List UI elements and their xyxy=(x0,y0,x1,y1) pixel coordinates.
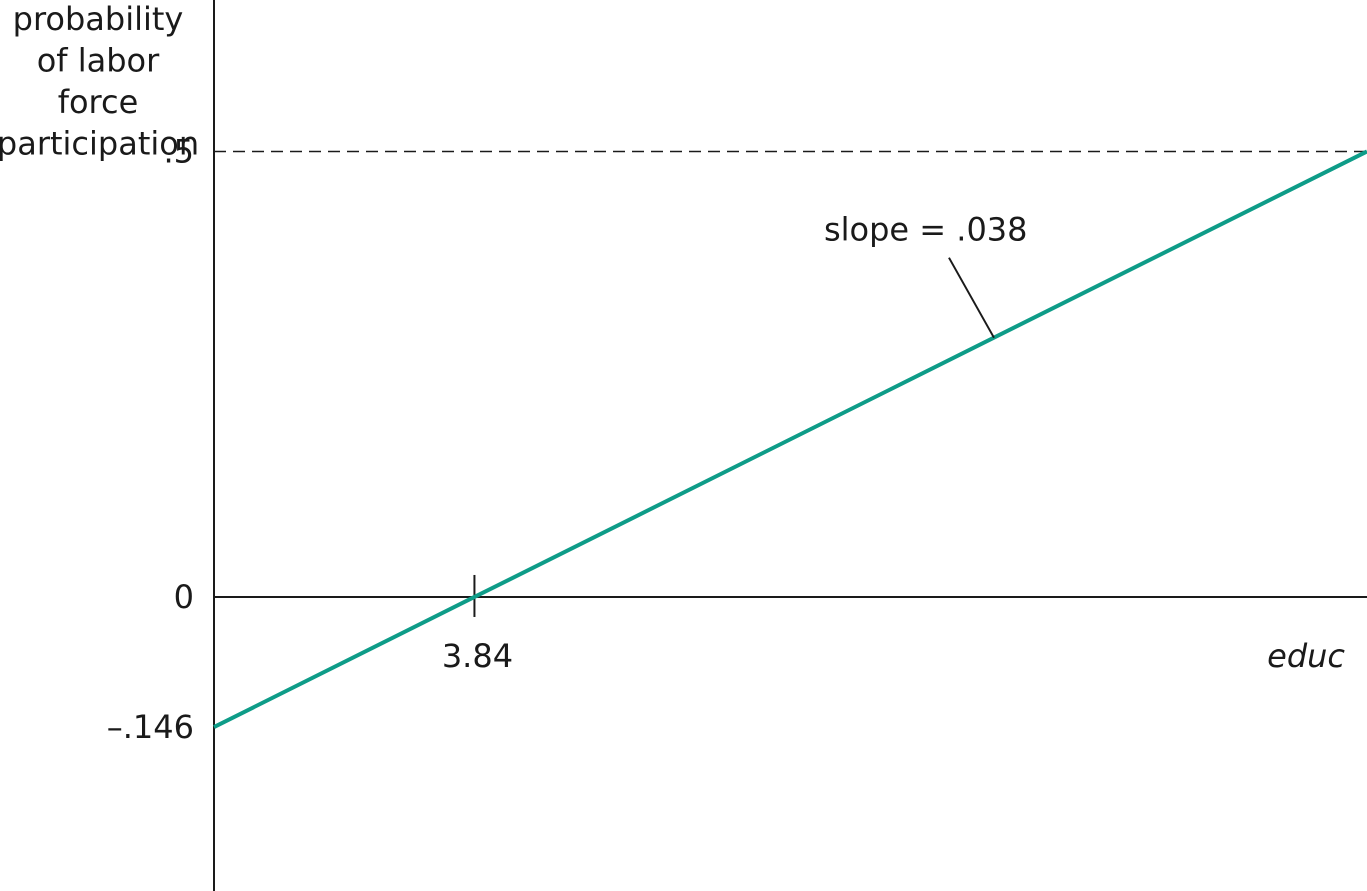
slope-annotation: slope = .038 xyxy=(824,211,1028,249)
x-tick-label: 3.84 xyxy=(442,637,513,675)
y-axis-label-line: probability xyxy=(13,0,184,38)
y-tick-label: –.146 xyxy=(107,708,194,746)
y-tick-label: 0 xyxy=(174,578,194,616)
y-axis-label-line: of labor xyxy=(37,42,160,80)
x-ticks: 3.84 xyxy=(442,574,513,675)
y-tick-label: .5 xyxy=(163,132,194,170)
annotation-leader-line xyxy=(948,257,995,339)
series-line xyxy=(213,149,1367,729)
y-axis-label-line: force xyxy=(58,83,139,121)
x-axis-label: educ xyxy=(1267,637,1345,675)
y-axis-label-line: participation xyxy=(0,125,199,163)
y-tick-labels: .5 0 –.146 xyxy=(107,132,194,746)
